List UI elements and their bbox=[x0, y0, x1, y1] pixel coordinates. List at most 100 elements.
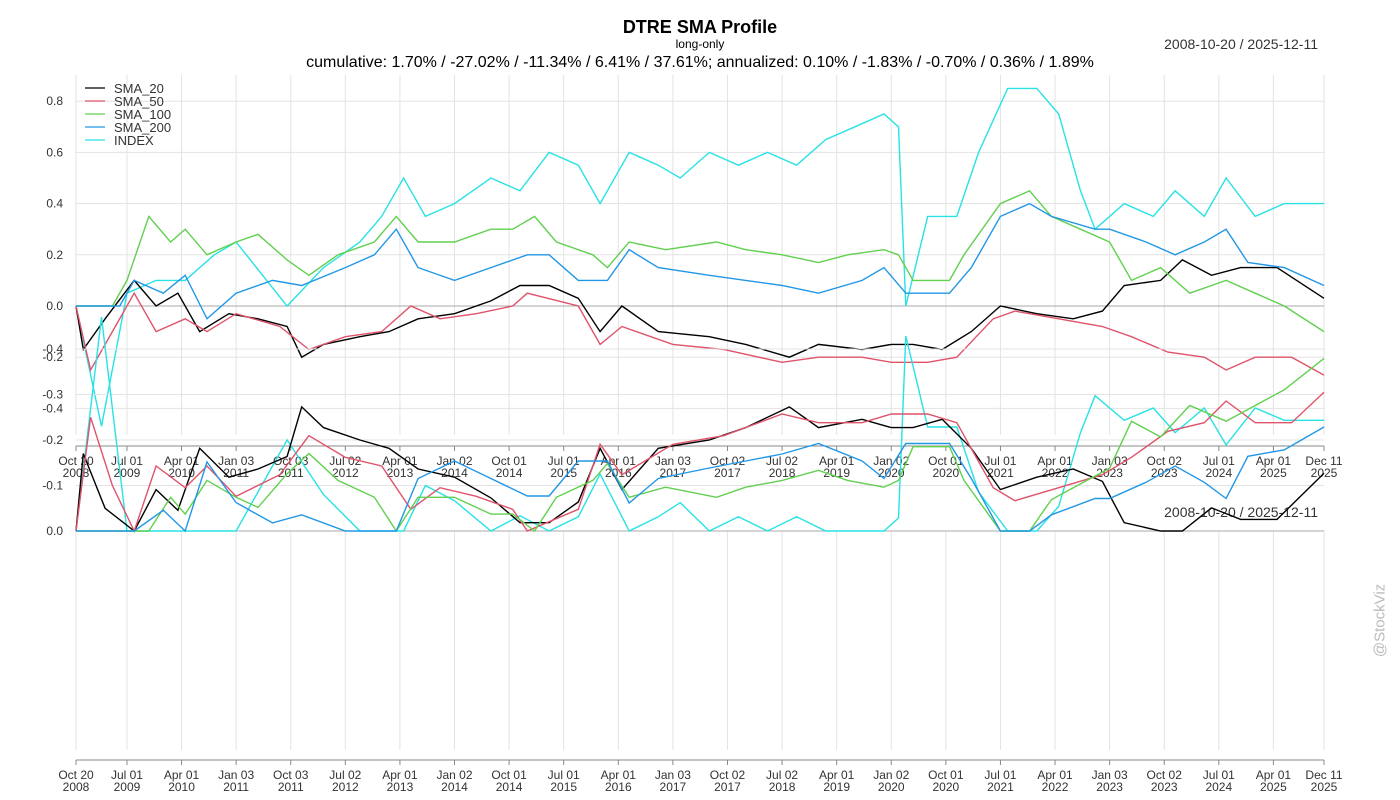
x-tick-label: 2010 bbox=[168, 780, 195, 794]
series-line-sma-20 bbox=[75, 405, 1325, 533]
date-range-top: 2008-10-20 / 2025-12-11 bbox=[1164, 36, 1318, 52]
x-tick-label: Apr 01 bbox=[819, 768, 855, 782]
x-tick-label: 2017 bbox=[660, 780, 687, 794]
x-tick-label: 2019 bbox=[823, 780, 850, 794]
y-tick-label: 0.8 bbox=[46, 94, 63, 108]
x-tick-label: 2025 bbox=[1260, 780, 1287, 794]
x-tick-label: 2010 bbox=[168, 466, 195, 480]
x-tick-label: Jul 02 bbox=[329, 768, 361, 782]
x-tick-label: 2011 bbox=[223, 780, 249, 794]
x-tick-label: Oct 01 bbox=[491, 454, 527, 468]
x-tick-label: 2008 bbox=[63, 780, 90, 794]
x-tick-label: Jul 01 bbox=[111, 768, 143, 782]
legend-label: SMA_100 bbox=[114, 107, 171, 122]
x-tick-label: Jan 03 bbox=[655, 768, 691, 782]
x-tick-label: 2014 bbox=[441, 466, 468, 480]
x-tick-label: Jan 02 bbox=[436, 768, 472, 782]
y-tick-label: -0.2 bbox=[42, 350, 63, 364]
x-tick-label: 2021 bbox=[987, 780, 1014, 794]
x-tick-label: Oct 20 bbox=[58, 768, 94, 782]
x-tick-label: Oct 02 bbox=[710, 768, 746, 782]
x-tick-label: Jul 02 bbox=[766, 454, 798, 468]
y-tick-label: -0.4 bbox=[42, 342, 63, 356]
y-tick-label: 0.2 bbox=[46, 248, 63, 262]
x-tick-label: Jul 01 bbox=[548, 454, 580, 468]
y-tick-label: -0.3 bbox=[42, 388, 63, 402]
x-tick-label: Jan 02 bbox=[873, 768, 909, 782]
x-tick-label: 2023 bbox=[1096, 780, 1123, 794]
x-tick-label: 2019 bbox=[823, 466, 850, 480]
series-line-index bbox=[75, 317, 1324, 532]
x-tick-label: 2016 bbox=[605, 780, 632, 794]
series-line-sma-100 bbox=[76, 189, 1325, 333]
legend-label: SMA_200 bbox=[114, 120, 171, 135]
x-tick-label: 2015 bbox=[550, 780, 577, 794]
y-tick-label: 0.6 bbox=[46, 145, 63, 159]
x-tick-label: 2020 bbox=[932, 466, 959, 480]
x-tick-label: 2025 bbox=[1311, 780, 1338, 794]
x-tick-label: Oct 02 bbox=[1147, 768, 1183, 782]
x-tick-label: Apr 01 bbox=[1256, 454, 1292, 468]
x-tick-label: 2012 bbox=[332, 466, 359, 480]
x-tick-label: 2016 bbox=[605, 466, 632, 480]
x-tick-label: Apr 01 bbox=[1037, 768, 1073, 782]
x-tick-label: 2017 bbox=[714, 466, 741, 480]
x-tick-label: 2018 bbox=[769, 466, 796, 480]
y-tick-label: -0.4 bbox=[42, 401, 63, 415]
x-tick-label: Apr 01 bbox=[601, 768, 637, 782]
y-tick-label: 0.4 bbox=[46, 197, 63, 211]
x-tick-label: Jan 03 bbox=[1092, 768, 1128, 782]
x-tick-label: Jul 01 bbox=[548, 768, 580, 782]
x-tick-label: 2009 bbox=[114, 780, 141, 794]
returns-summary: cumulative: 1.70% / -27.02% / -11.34% / … bbox=[306, 54, 1094, 71]
x-tick-label: 2024 bbox=[1205, 780, 1232, 794]
x-tick-label: Apr 01 bbox=[164, 768, 200, 782]
y-tick-label: -0.2 bbox=[42, 433, 63, 447]
chart-title: DTRE SMA Profile bbox=[622, 17, 778, 37]
x-tick-label: Apr 01 bbox=[382, 768, 418, 782]
x-tick-label: Jan 03 bbox=[218, 768, 254, 782]
series-line-sma-50 bbox=[75, 291, 1325, 376]
x-tick-label: Oct 02 bbox=[710, 454, 746, 468]
x-tick-label: Oct 01 bbox=[491, 768, 527, 782]
x-tick-label: Oct 02 bbox=[1147, 454, 1183, 468]
legend-label: SMA_20 bbox=[114, 81, 164, 96]
x-tick-label: Jul 02 bbox=[766, 768, 798, 782]
x-tick-label: 2018 bbox=[769, 780, 796, 794]
x-tick-label: Dec 11 bbox=[1305, 768, 1342, 782]
x-tick-label: Jan 03 bbox=[218, 454, 254, 468]
legend-label: SMA_50 bbox=[114, 94, 164, 109]
x-tick-label: 2020 bbox=[932, 780, 959, 794]
y-tick-label: 0.0 bbox=[46, 299, 63, 313]
x-tick-label: 2014 bbox=[441, 780, 468, 794]
x-tick-label: Jul 01 bbox=[1203, 454, 1235, 468]
x-tick-label: 2014 bbox=[496, 780, 523, 794]
x-tick-label: 2013 bbox=[387, 780, 414, 794]
legend-label: INDEX bbox=[114, 133, 154, 148]
x-tick-label: 2024 bbox=[1205, 466, 1232, 480]
series-line-sma-50 bbox=[75, 391, 1325, 533]
x-tick-label: 2014 bbox=[496, 466, 523, 480]
series-line-sma-20 bbox=[75, 259, 1325, 359]
x-tick-label: Jul 02 bbox=[329, 454, 361, 468]
x-tick-label: Apr 01 bbox=[819, 454, 855, 468]
x-tick-label: 2023 bbox=[1096, 466, 1123, 480]
series-line-sma-200 bbox=[76, 426, 1325, 533]
x-tick-label: 2021 bbox=[987, 466, 1014, 480]
x-tick-label: 2013 bbox=[387, 466, 414, 480]
y-tick-label: 0.0 bbox=[46, 524, 63, 538]
series-line-sma-200 bbox=[76, 202, 1325, 320]
x-tick-label: Oct 03 bbox=[273, 768, 309, 782]
x-tick-label: Jan 03 bbox=[655, 454, 691, 468]
x-tick-label: 2017 bbox=[714, 780, 741, 794]
x-tick-label: 2025 bbox=[1260, 466, 1287, 480]
x-tick-label: 2020 bbox=[878, 780, 905, 794]
series-line-index bbox=[75, 87, 1324, 427]
x-tick-label: 2023 bbox=[1151, 780, 1178, 794]
x-tick-label: 2011 bbox=[278, 780, 304, 794]
x-tick-label: Apr 01 bbox=[164, 454, 200, 468]
x-tick-label: Apr 01 bbox=[382, 454, 418, 468]
x-tick-label: 2012 bbox=[332, 780, 359, 794]
